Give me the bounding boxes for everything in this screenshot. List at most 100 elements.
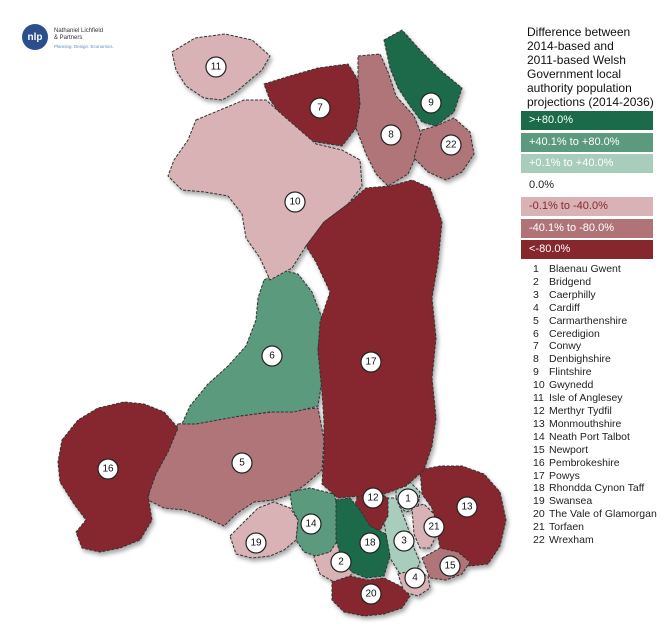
region-badge-label: 7: [317, 103, 323, 114]
region-badge-label: 1: [405, 494, 411, 505]
legend-swatch: >+80.0%: [521, 111, 653, 130]
legend-title-line: Government local: [527, 67, 622, 81]
logo-tagline: Planning. Design. Economics.: [54, 44, 114, 49]
area-name: Conwy: [549, 340, 582, 353]
area-number: 21: [533, 521, 545, 534]
area-number: 9: [533, 366, 539, 379]
area-list-item: 16 Pembrokeshire: [533, 457, 657, 470]
nlp-logo: nlp Nathaniel Lichfield & Partners Plann…: [22, 22, 132, 56]
area-number: 22: [533, 534, 545, 547]
area-number: 20: [533, 508, 545, 521]
legend-swatch: 0.0%: [521, 175, 653, 195]
logo-line-1: Nathaniel Lichfield: [54, 28, 104, 34]
legend-title-line: authority population: [527, 81, 632, 95]
region-badge-label: 17: [365, 357, 377, 368]
region-badge: [360, 351, 382, 373]
area-list-item: 21 Torfaen: [533, 521, 657, 534]
legend-swatch: -0.1% to -40.0%: [521, 197, 653, 216]
legend-swatch: -40.1% to -80.0%: [521, 218, 653, 238]
region-badge: [300, 513, 322, 535]
area-name: Powys: [549, 469, 580, 482]
area-name: Pembrokeshire: [549, 456, 620, 469]
area-number: 14: [533, 430, 545, 443]
area-name: Rhondda Cynon Taff: [549, 482, 645, 495]
area-name: Torfaen: [549, 521, 585, 534]
area-name: Flintshire: [549, 366, 592, 379]
area-list-item: 18 Rhondda Cynon Taff: [533, 482, 657, 495]
legend-swatch: +0.1% to +40.0%: [521, 154, 653, 173]
area-list-item: 10 Gwynedd: [533, 379, 657, 392]
legend-title-line: projections (2014-2036): [527, 95, 654, 109]
area-name: Newport: [549, 443, 589, 456]
region-badge-label: 13: [461, 502, 473, 513]
area-list-item: 19 Swansea: [533, 495, 657, 508]
region-badge-label: 10: [289, 197, 301, 208]
region-badge: [330, 551, 352, 573]
area-number: 13: [533, 417, 545, 430]
area-number: 3: [533, 288, 539, 301]
area-list-item: 6 Ceredigion: [533, 328, 657, 341]
region-badge-label: 4: [412, 573, 418, 584]
area-name: The Vale of Glamorgan: [549, 508, 657, 521]
area-name: Cardiff: [549, 301, 580, 314]
area-number: 6: [533, 327, 539, 340]
area-list: 1 Blaenau Gwent 2 Bridgend 3 Caerphilly 4 Cardi…: [533, 263, 657, 547]
area-name: Blaenau Gwent: [549, 263, 621, 275]
region-badge: [420, 92, 442, 114]
area-name: Monmouthshire: [549, 417, 622, 430]
region-badge-label: 11: [211, 62, 222, 73]
region-badge-label: 19: [250, 538, 262, 549]
region-badge: [362, 487, 384, 509]
region-badge: [404, 567, 426, 589]
region-badge-label: 21: [428, 522, 440, 533]
area-name: Ceredigion: [549, 327, 600, 340]
logo-mark: nlp: [22, 24, 48, 50]
area-list-item: 7 Conwy: [533, 340, 657, 353]
area-list-item: 11 Isle of Anglesey: [533, 392, 657, 405]
region-badge: [423, 516, 445, 538]
area-number: 11: [533, 392, 544, 405]
area-list-item: 5 Carmarthenshire: [533, 315, 657, 328]
region-badge: [360, 583, 382, 605]
region-badge-label: 9: [428, 98, 434, 109]
region-badge: [439, 555, 461, 577]
region-badge: [359, 532, 381, 554]
area-list-item: 9 Flintshire: [533, 366, 657, 379]
area-list-item: 22 Wrexham: [533, 534, 657, 547]
area-number: 12: [533, 404, 545, 417]
region-badge-label: 18: [364, 538, 376, 549]
region-badge-label: 5: [239, 458, 245, 469]
area-list-item: 12 Merthyr Tydfil: [533, 405, 657, 418]
area-number: 7: [533, 340, 539, 353]
region-badge-label: 12: [367, 493, 379, 504]
region-badge: [309, 97, 331, 119]
area-list-item: 2 Bridgend: [533, 276, 657, 289]
legend-swatch: +40.1% to +80.0%: [521, 132, 653, 152]
area-number: 5: [533, 314, 539, 327]
region-badge: [97, 458, 119, 480]
area-number: 4: [533, 301, 539, 314]
region-badge: [440, 134, 462, 156]
region-badge: [205, 56, 227, 78]
area-name: Gwynedd: [549, 379, 594, 392]
area-list-item: 13 Monmouthshire: [533, 418, 657, 431]
region-badge: [231, 452, 253, 474]
region-badge-label: 8: [388, 130, 394, 141]
area-number: 17: [533, 469, 545, 482]
region-badge: [261, 345, 283, 367]
region-badge-label: 16: [102, 464, 114, 475]
legend-scale: >+80.0% +40.1% to +80.0% +0.1% to +40.0% 0.…: [521, 111, 653, 262]
area-name: Merthyr Tydfil: [549, 404, 612, 417]
area-number: 19: [533, 495, 545, 508]
region-powys: [305, 179, 443, 499]
area-name: Swansea: [549, 495, 593, 508]
area-name: Denbighshire: [549, 353, 611, 366]
area-name: Wrexham: [549, 534, 594, 547]
area-number: 2: [533, 275, 539, 288]
region-badge-label: 3: [401, 536, 407, 547]
area-list-item: 3 Caerphilly: [533, 289, 657, 302]
region-badge: [397, 488, 419, 510]
area-number: 15: [533, 443, 545, 456]
region-badge: [245, 532, 267, 554]
region-pembrokeshire: [57, 401, 179, 553]
